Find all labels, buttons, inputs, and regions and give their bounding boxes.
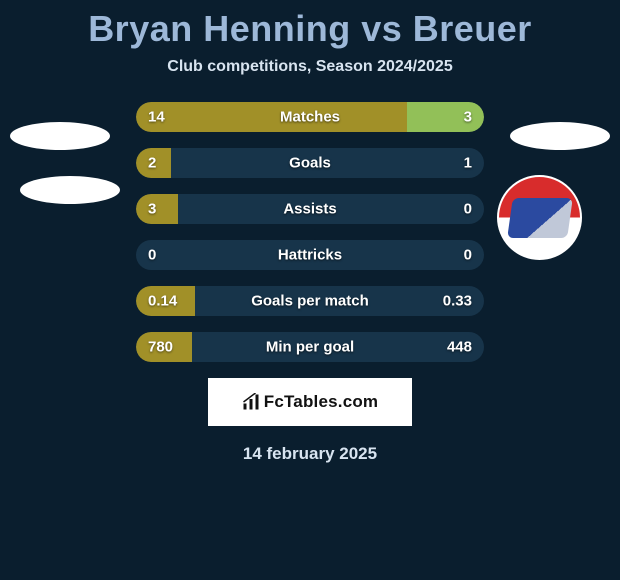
stat-value-right: 0 [464,201,472,218]
page-title: Bryan Henning vs Breuer [0,0,620,50]
stat-label: Min per goal [266,339,354,356]
stat-value-right: 1 [464,155,472,172]
stat-value-left: 3 [148,201,156,218]
stat-fill-right [407,102,484,132]
stat-label: Matches [280,109,340,126]
stat-row: 0.14 0.33 Goals per match [136,286,484,316]
stat-row: 780 448 Min per goal [136,332,484,362]
stat-value-right: 448 [447,339,472,356]
club-badge-right [497,175,582,260]
stat-row: 2 1 Goals [136,148,484,178]
stat-value-right: 0 [464,247,472,264]
brand-logo-icon [242,393,260,411]
stat-value-right: 0.33 [443,293,472,310]
club-badge-inner-icon [507,198,573,238]
stat-value-left: 0 [148,247,156,264]
stat-value-left: 14 [148,109,165,126]
stats-container: 14 3 Matches 2 1 Goals 3 0 Assists 0 0 Hattricks 0.1… [136,102,484,362]
brand-box: FcTables.com [208,378,412,426]
player-left-avatar-placeholder-2 [20,176,120,204]
stat-value-left: 2 [148,155,156,172]
brand-text: FcTables.com [264,392,379,412]
stat-row: 3 0 Assists [136,194,484,224]
player-left-avatar-placeholder-1 [10,122,110,150]
stat-row: 14 3 Matches [136,102,484,132]
stat-value-left: 0.14 [148,293,177,310]
stat-value-right: 3 [464,109,472,126]
stat-row: 0 0 Hattricks [136,240,484,270]
player-right-avatar-placeholder [510,122,610,150]
stat-value-left: 780 [148,339,173,356]
stat-label: Goals per match [251,293,369,310]
stat-label: Goals [289,155,331,172]
stat-fill-left [136,194,178,224]
stat-fill-left [136,102,407,132]
stat-label: Hattricks [278,247,342,264]
subtitle: Club competitions, Season 2024/2025 [0,58,620,76]
date-line: 14 february 2025 [0,444,620,464]
stat-label: Assists [283,201,336,218]
